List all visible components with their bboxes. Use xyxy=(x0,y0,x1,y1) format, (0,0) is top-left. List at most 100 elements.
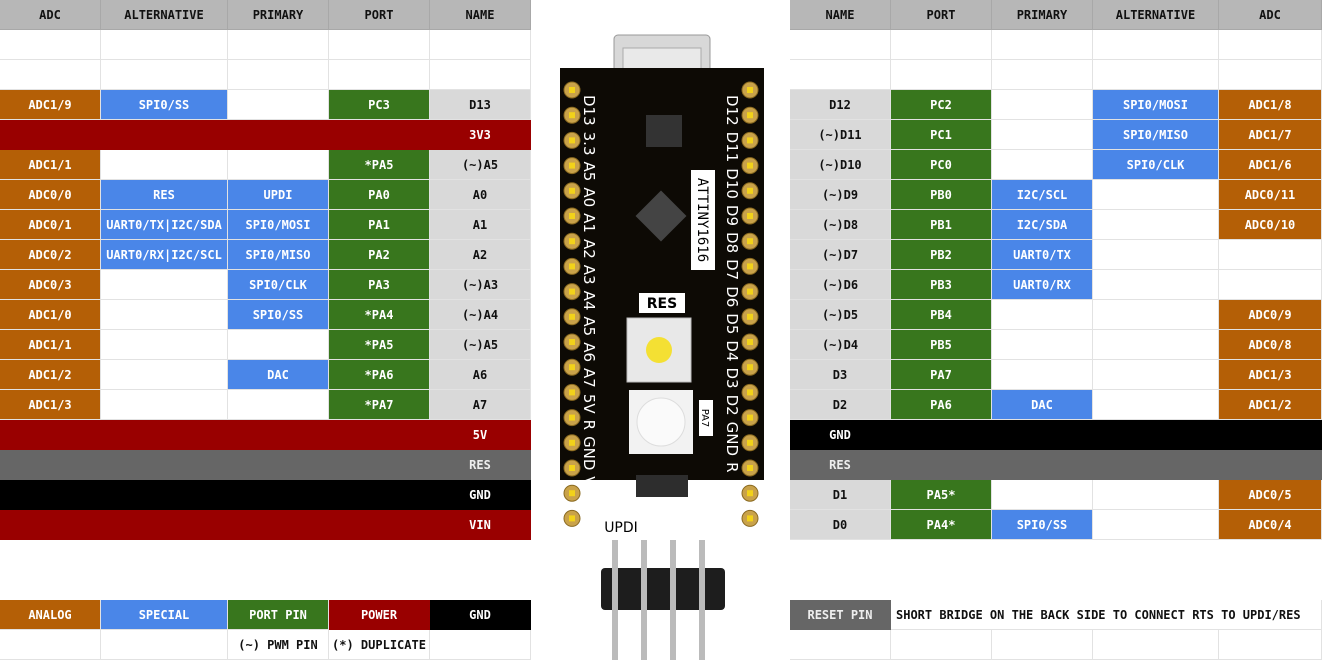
pin-cell xyxy=(1093,210,1219,240)
legend-note: SHORT BRIDGE ON THE BACK SIDE TO CONNECT… xyxy=(891,600,1322,630)
pin-cell xyxy=(891,30,992,60)
pin-cell: DAC xyxy=(228,360,329,390)
silkscreen-labels: D12D11D10D9D8D7D6D5D4D3D2GNDRD1D0 xyxy=(723,95,741,527)
pin-cell xyxy=(0,510,101,540)
table-row: (~)D9 PB0 I2C/SCL ADC0/11 xyxy=(790,180,1322,210)
pin-cell xyxy=(228,150,329,180)
chip-label: ATTINY1616 xyxy=(694,178,710,262)
table-row: (~)D7 PB2 UART0/TX xyxy=(790,240,1322,270)
pin-cell: A0 xyxy=(430,180,531,210)
pin-cell: SPI0/SS xyxy=(228,300,329,330)
pin-cell xyxy=(992,150,1093,180)
legend: ANALOG SPECIAL PORT PIN POWER GND (~) PW… xyxy=(0,600,531,660)
pin-cell xyxy=(992,330,1093,360)
pin-cell: RES xyxy=(790,450,891,480)
pin-cell xyxy=(1219,60,1322,90)
column-header: ADC xyxy=(0,0,101,30)
pin-cell: I2C/SDA xyxy=(992,210,1093,240)
table-row: ADC0/1 UART0/TX|I2C/SDA SPI0/MOSI PA1 A1 xyxy=(0,210,531,240)
pin-cell: PC2 xyxy=(891,90,992,120)
pin-cell xyxy=(228,330,329,360)
pin-cell: 5V xyxy=(430,420,531,450)
pin-cell xyxy=(329,450,430,480)
column-header: ALTERNATIVE xyxy=(101,0,228,30)
pin-cell xyxy=(0,450,101,480)
pin-cell: PA4* xyxy=(891,510,992,540)
pin-cell xyxy=(790,60,891,90)
pin-cell xyxy=(101,420,228,450)
pin-cell xyxy=(1093,390,1219,420)
pin-cell xyxy=(1093,510,1219,540)
table-row: D0 PA4* SPI0/SS ADC0/4 xyxy=(790,510,1322,540)
pin-cell: PB2 xyxy=(891,240,992,270)
pin-cell xyxy=(992,30,1093,60)
res-label: RES xyxy=(647,296,677,312)
pin-cell xyxy=(992,360,1093,390)
pin-cell: *PA5 xyxy=(329,150,430,180)
legend-special: SPECIAL xyxy=(101,600,228,630)
pin-cell: GND xyxy=(430,480,531,510)
pin-cell xyxy=(992,90,1093,120)
pin-cell: (~)D4 xyxy=(790,330,891,360)
pin-cell: UART0/TX|I2C/SDA xyxy=(101,210,228,240)
pin-cell xyxy=(1219,30,1322,60)
reset-button-cap-icon xyxy=(646,337,672,363)
pin-cell xyxy=(992,120,1093,150)
legend-power: POWER xyxy=(329,600,430,630)
updi-label: UPDI xyxy=(604,520,638,536)
pin-cell: A2 xyxy=(430,240,531,270)
pin-cell xyxy=(1219,270,1322,300)
pin-cell xyxy=(329,30,430,60)
pin-cell: UART0/RX|I2C/SCL xyxy=(101,240,228,270)
pin-cell xyxy=(228,450,329,480)
table-row: ADC1/9 SPI0/SS PC3 D13 xyxy=(0,90,531,120)
pin-cell: ADC0/11 xyxy=(1219,180,1322,210)
table-row: ADC0/2 UART0/RX|I2C/SCL SPI0/MISO PA2 A2 xyxy=(0,240,531,270)
pin-cell xyxy=(891,60,992,90)
pin-cell xyxy=(1093,420,1219,450)
pin-cell xyxy=(0,420,101,450)
pin-cell: PA7 xyxy=(891,360,992,390)
table-row xyxy=(0,30,531,60)
table-row: ADC1/0 SPI0/SS *PA4 (~)A4 xyxy=(0,300,531,330)
pin-cell xyxy=(101,270,228,300)
column-header: PORT xyxy=(891,0,992,30)
pin-cell xyxy=(329,510,430,540)
pin-cell: RES xyxy=(430,450,531,480)
pin-cell: SPI0/MOSI xyxy=(1093,90,1219,120)
pin-cell: D12 xyxy=(790,90,891,120)
pin-cell xyxy=(430,30,531,60)
pin-cell xyxy=(329,420,430,450)
pin-cell: UART0/RX xyxy=(992,270,1093,300)
pin-cell xyxy=(101,120,228,150)
pin-cell: DAC xyxy=(992,390,1093,420)
regulator-icon xyxy=(636,475,688,497)
left-pinout-table: ADC ALTERNATIVE PRIMARY PORT NAME ADC1/9 SPI0/… xyxy=(0,0,531,540)
legend-reset-pin: RESET PIN xyxy=(790,600,891,630)
pin-cell: ADC0/4 xyxy=(1219,510,1322,540)
pin-cell: D1 xyxy=(790,480,891,510)
mcu-chip-icon xyxy=(635,190,687,242)
column-header: ALTERNATIVE xyxy=(1093,0,1219,30)
pin-cell: (~)A5 xyxy=(430,330,531,360)
pin-cell xyxy=(329,480,430,510)
legend-analog: ANALOG xyxy=(0,600,101,630)
pin-cell xyxy=(329,120,430,150)
pin-cell xyxy=(0,480,101,510)
pin-cell: (~)D5 xyxy=(790,300,891,330)
pin-cell xyxy=(228,510,329,540)
legend-port-pin: PORT PIN xyxy=(228,600,329,630)
pin-cell: PB5 xyxy=(891,330,992,360)
pin-cell xyxy=(101,390,228,420)
usb-chip-icon xyxy=(646,115,682,147)
pin-cell xyxy=(329,60,430,90)
pin-cell: PC3 xyxy=(329,90,430,120)
pin-cell xyxy=(101,450,228,480)
header-row: NAME PORT PRIMARY ALTERNATIVE ADC xyxy=(790,0,1322,30)
pin-cell xyxy=(228,90,329,120)
pin-cell: D3 xyxy=(790,360,891,390)
legend-gnd: GND xyxy=(430,600,531,630)
pin-cell xyxy=(1093,480,1219,510)
pin-cell: (~)D8 xyxy=(790,210,891,240)
pin-cell: VIN xyxy=(430,510,531,540)
